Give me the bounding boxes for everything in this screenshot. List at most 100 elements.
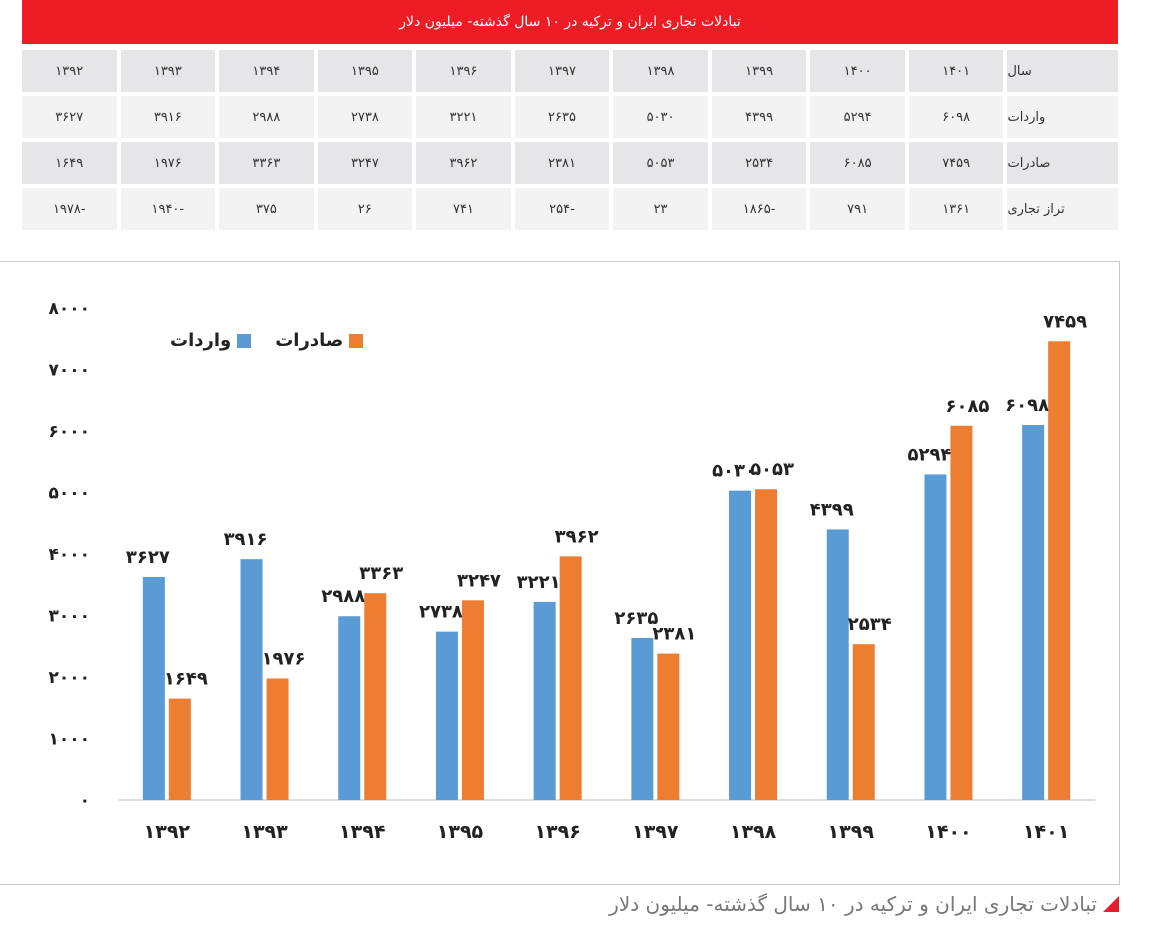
table-cell: ۴۳۹۹ [711,96,807,138]
bar-exports [950,425,973,800]
y-tick-label: ۷۰۰۰ [48,361,90,381]
table-cell: ۳۹۶۲ [416,142,511,184]
data-label-exports: ۲۳۸۱ [652,624,696,645]
table-row: صادرات ۷۴۵۹ ۶۰۸۵ ۲۵۳۴ ۵۰۵۳ ۲۳۸۱ ۳۹۶۲ ۳۲۴۷ ۳۳۶۳ ۱۹… [21,142,1118,184]
legend-label-imports: واردات [170,330,232,351]
table-cell: ۷۴۱ [416,188,511,230]
x-tick-label: ۱۳۹۹ [828,821,875,843]
table-cell: ۱۳۹۴ [219,50,314,92]
bar-imports [240,559,263,800]
caption-text: تبادلات تجاری ایران و ترکیه در ۱۰ سال گذ… [609,892,1097,916]
x-tick-label: ۱۳۹۶ [534,821,580,843]
table-cell: ۱۳۹۹ [711,50,807,92]
table-cell: ۲۵۳۴ [711,142,807,184]
table-title: تبادلات تجاری ایران و ترکیه در ۱۰ سال گذ… [22,0,1118,44]
data-label-exports: ۳۳۶۳ [359,563,403,584]
table-cell: ۲۳۸۱ [514,142,610,184]
table-row-label: سال [1007,50,1118,92]
table-row-label: تراز تجاری [1007,188,1118,230]
bar-exports [266,678,289,800]
x-tick-label: ۱۳۹۴ [339,821,385,843]
legend-label-exports: صادرات [275,330,344,351]
data-label-imports: ۶۰۹۸ [1005,395,1049,416]
bar-imports [631,637,654,800]
bar-imports [338,616,361,800]
y-tick-label: ۵۰۰۰ [48,484,90,504]
table-cell: ۳۷۵ [219,188,314,230]
legend-swatch-exports [349,333,364,348]
y-tick-label: ۶۰۰۰ [48,422,90,442]
table-cell: ۵۰۳۰ [613,96,708,138]
table-cell: ۱۳۹۲ [21,50,117,92]
table-cell: ۲۹۸۸ [219,96,314,138]
caption-marker-icon [1103,896,1119,912]
table-cell: ۳۲۴۷ [317,142,413,184]
legend-item-imports: واردات [170,330,252,351]
bar-exports [364,593,387,800]
table-cell: ۳۶۲۷ [21,96,117,138]
table-cell: ۳۲۲۱ [416,96,511,138]
table-cell: ۲۳ [613,188,708,230]
table-cell: ۱۳۹۸ [613,50,708,92]
table-cell: ۱۳۹۶ [416,50,511,92]
data-label-exports: ۵۰۵۳ [750,459,794,480]
bar-imports [533,601,556,800]
y-tick-label: ۰ [80,791,90,811]
table-row-label: واردات [1007,96,1118,138]
table-cell: ۷۴۵۹ [908,142,1004,184]
table-cell: ۱۴۰۰ [810,50,905,92]
table-cell: ۱۳۶۱ [908,188,1004,230]
bar-exports [755,489,778,800]
bar-exports [461,600,484,800]
bar-exports [657,653,680,800]
data-label-exports: ۷۴۵۹ [1043,311,1087,332]
table-cell: ۳۹۱۶ [120,96,216,138]
data-label-imports: ۲۹۸۸ [321,586,365,607]
bar-imports [826,529,849,800]
table-cell: -۱۹۴۰ [120,188,216,230]
table-cell: -۱۸۶۵ [711,188,807,230]
data-label-exports: ۱۹۷۶ [262,648,306,669]
bar-imports [142,576,165,800]
data-label-imports: ۲۶۳۵ [614,608,658,629]
data-label-exports: ۲۵۳۴ [848,614,892,635]
chart-legend: صادرات واردات [170,330,364,351]
table-cell: ۱۹۷۶ [120,142,216,184]
x-tick-label: ۱۳۹۸ [730,821,777,843]
table-cell: ۵۲۹۴ [810,96,905,138]
x-tick-label: ۱۴۰۱ [1023,821,1069,843]
bar-exports [1048,341,1071,800]
data-label-exports: ۶۰۸۵ [945,396,989,417]
table-cell: ۶۰۸۵ [810,142,905,184]
x-tick-label: ۱۴۰۰ [925,821,971,843]
x-tick-label: ۱۳۹۲ [144,821,191,843]
table-cell: ۱۶۴۹ [21,142,117,184]
data-label-imports: ۵۲۹۴ [907,444,951,465]
bar-imports [1022,424,1045,800]
table-row: تراز تجاری ۱۳۶۱ ۷۹۱ -۱۸۶۵ ۲۳ -۲۵۴ ۷۴۱ ۲۶ ۳۷۵ -۱۹۴… [21,188,1118,230]
y-tick-label: ۸۰۰۰ [48,299,90,319]
x-tick-label: ۱۳۹۷ [632,821,679,843]
table-cell: -۱۹۷۸ [21,188,117,230]
table-cell: ۲۶ [317,188,413,230]
legend-item-exports: صادرات [275,330,364,351]
bar-exports [559,556,582,800]
x-tick-label: ۱۳۹۵ [437,821,484,843]
trade-table: سال ۱۴۰۱ ۱۴۰۰ ۱۳۹۹ ۱۳۹۸ ۱۳۹۷ ۱۳۹۶ ۱۳۹۵ ۱۳۹۴ ۱۳۹۳ ۱… [21,50,1118,234]
y-tick-label: ۳۰۰۰ [48,607,90,627]
y-tick-label: ۱۰۰۰ [48,730,90,750]
table-cell: ۲۶۳۵ [514,96,610,138]
table-row-label: صادرات [1007,142,1118,184]
bar-exports [168,698,191,800]
y-tick-label: ۴۰۰۰ [48,545,90,565]
x-tick-label: ۱۳۹۳ [241,821,288,843]
data-label-exports: ۳۲۴۷ [457,570,501,591]
table-cell: ۶۰۹۸ [908,96,1004,138]
data-label-imports: ۲۷۳۸ [419,602,463,623]
data-label-imports: ۳۹۱۶ [224,529,268,550]
table-cell: ۱۳۹۵ [317,50,413,92]
table-cell: ۵۰۵۳ [613,142,708,184]
bar-imports [435,631,458,800]
data-label-exports: ۳۹۶۲ [555,526,599,547]
